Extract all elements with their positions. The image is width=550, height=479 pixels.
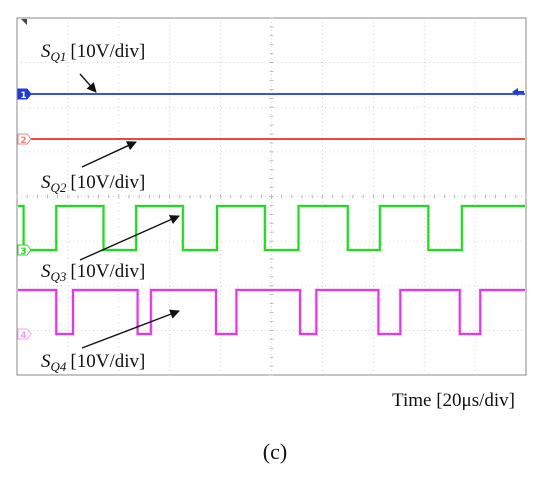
label-subscript: Q4 [51, 359, 67, 374]
label-scale: [10V/div] [70, 351, 145, 372]
trace-q4 [18, 289, 525, 335]
label-subscript: Q2 [51, 180, 67, 195]
scope-center-ticks [16, 17, 527, 376]
label-pointer-arrows [79, 73, 180, 349]
scope-traces [18, 93, 525, 336]
label-scale: [10V/div] [70, 41, 145, 62]
channel-marker-4 [17, 328, 32, 340]
label-subscript: Q1 [51, 49, 67, 64]
pointer-arrow-q1 [79, 73, 97, 93]
label-symbol: S [41, 172, 51, 193]
label-subscript: Q3 [51, 269, 67, 284]
x-axis-label: Time [20μs/div] [392, 390, 515, 411]
channel-label-q2: SQ2 [10V/div] [41, 172, 145, 195]
pointer-arrow-q2 [81, 141, 137, 168]
label-symbol: S [41, 351, 51, 372]
trace-glow-q3 [18, 204, 525, 252]
channel-marker-number: 1 [20, 91, 26, 101]
channel-label-q4: SQ4 [10V/div] [41, 351, 145, 374]
channel-marker-number: 3 [20, 247, 26, 257]
channel-label-q1: SQ1 [10V/div] [41, 41, 145, 64]
channel-marker-2 [17, 133, 32, 145]
channel-marker-3 [17, 244, 32, 256]
label-symbol: S [41, 41, 51, 62]
channel-marker-number: 4 [20, 331, 26, 341]
top-left-trigger-marker [21, 19, 27, 25]
figure-caption: (c) [263, 439, 287, 464]
channel-label-q3: SQ3 [10V/div] [41, 261, 145, 284]
channel-labels: SQ1 [10V/div]SQ2 [10V/div]SQ3 [10V/div]SQ4[… [41, 41, 145, 374]
label-scale: [10V/div] [70, 261, 145, 282]
trace-q3 [18, 205, 525, 251]
label-scale: [10V/div] [70, 172, 145, 193]
pointer-arrow-q4 [81, 309, 180, 349]
channel-markers: 1 2 3 4 [17, 88, 32, 341]
trace-glow-q4 [18, 288, 525, 336]
scope-grid [17, 18, 526, 375]
channel-marker-1 [17, 88, 32, 100]
label-symbol: S [41, 261, 51, 282]
channel-marker-number: 2 [20, 136, 26, 146]
pointer-arrow-q3 [79, 215, 180, 261]
